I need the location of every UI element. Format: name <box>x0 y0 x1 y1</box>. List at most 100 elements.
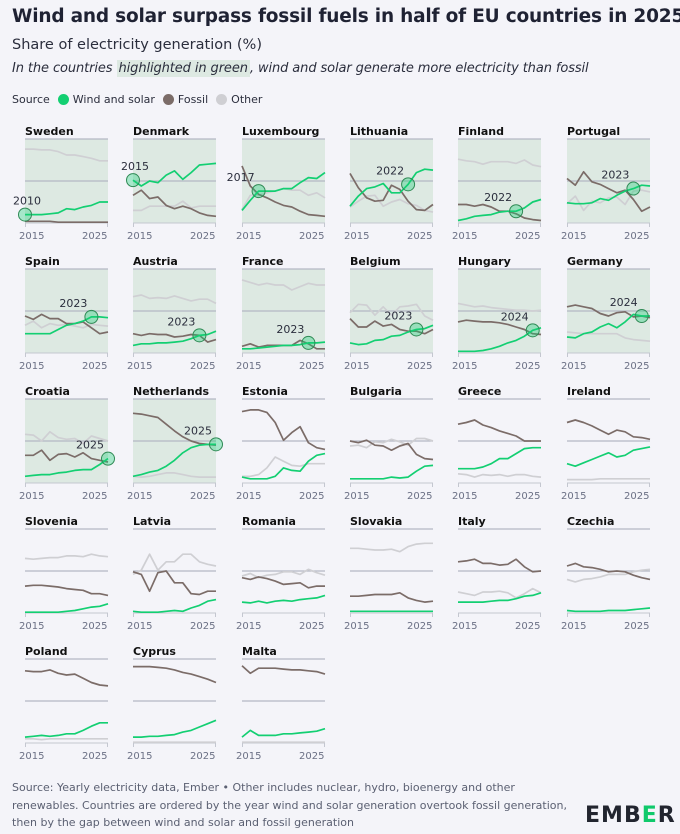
x-tick-label-end: 2025 <box>299 491 325 502</box>
fossil-line <box>566 304 651 319</box>
x-tick-label-start: 2015 <box>127 621 153 632</box>
wind-solar-line <box>25 201 108 216</box>
country-chart <box>24 528 109 617</box>
country-panel: Belgium 2023 2015 2025 <box>344 255 450 380</box>
country-chart <box>133 658 217 747</box>
wind-solar-line <box>24 457 109 478</box>
crossover-marker <box>634 309 649 324</box>
x-tick-label-end: 2025 <box>299 361 325 372</box>
country-title: Sweden <box>25 125 74 138</box>
wind-solar-line <box>349 324 434 346</box>
fossil-line <box>566 562 651 581</box>
crossover-marker <box>401 177 416 192</box>
country-panel: France 2023 2015 2025 <box>236 255 342 380</box>
logo-letter: M <box>601 803 624 828</box>
fossil-line <box>241 665 326 675</box>
ember-logo: EMBER <box>585 803 676 828</box>
country-panel: Czechia 2015 2025 <box>561 515 667 640</box>
x-tick-label-start: 2015 <box>236 231 262 242</box>
country-title: Belgium <box>350 255 401 268</box>
crossover-year-label: 2017 <box>227 171 255 184</box>
country-title: Austria <box>133 255 178 268</box>
x-tick-label-start: 2015 <box>452 491 478 502</box>
wind-solar-line <box>457 198 542 222</box>
crossover-year-label: 2025 <box>76 439 104 452</box>
country-panel: Latvia 2015 2025 <box>127 515 233 640</box>
country-panel: Croatia 2025 2015 2025 <box>19 385 125 510</box>
other-line <box>349 437 434 449</box>
country-panel: Poland 2015 2025 <box>19 645 125 770</box>
country-chart: 2024 <box>457 268 542 357</box>
other-line <box>457 587 542 599</box>
x-tick-label-end: 2025 <box>190 621 216 632</box>
crossover-year-label: 2022 <box>484 191 512 204</box>
fossil-line <box>132 189 217 218</box>
wind-solar-line <box>133 719 217 738</box>
legend: Source Wind and solar Fossil Other <box>12 93 262 106</box>
country-title: Hungary <box>458 255 511 268</box>
x-tick-label-start: 2015 <box>127 361 153 372</box>
wind-solar-line <box>241 594 326 604</box>
other-line <box>350 542 433 553</box>
legend-item-wind-solar: Wind and solar <box>72 93 155 106</box>
other-line <box>566 331 651 343</box>
crossover-year-label: 2022 <box>376 164 404 177</box>
x-tick-label-end: 2025 <box>190 491 216 502</box>
wind-solar-line <box>241 452 326 480</box>
crossover-year-label: 2025 <box>184 424 212 437</box>
country-title: Slovenia <box>25 515 78 528</box>
country-title: Italy <box>458 515 486 528</box>
x-tick-label-start: 2015 <box>561 231 587 242</box>
country-panel: Finland 2022 2015 2025 <box>452 125 558 250</box>
wind-solar-line <box>458 591 542 603</box>
wind-solar-line <box>25 316 109 335</box>
country-chart: 2023 <box>566 138 651 227</box>
country-panel: Bulgaria 2015 2025 <box>344 385 450 510</box>
country-title: Bulgaria <box>350 385 402 398</box>
wind-solar-line <box>566 446 651 468</box>
x-tick-label-start: 2015 <box>236 751 262 762</box>
country-title: Croatia <box>25 385 70 398</box>
x-tick-label-start: 2015 <box>452 231 478 242</box>
fossil-line <box>24 313 109 335</box>
other-line <box>567 477 650 481</box>
wind-solar-line <box>566 184 651 205</box>
legend-other-dot-icon <box>216 94 228 105</box>
x-tick-label-end: 2025 <box>624 231 650 242</box>
country-chart: 2010 <box>13 138 108 227</box>
country-title: Luxembourg <box>242 125 320 138</box>
logo-letter: R <box>657 803 676 828</box>
crossover-year-label: 2024 <box>610 296 638 309</box>
fossil-line <box>349 439 434 461</box>
country-panel: Portugal 2023 2015 2025 <box>561 125 667 250</box>
country-panel: Italy 2015 2025 <box>452 515 558 640</box>
crossover-marker <box>101 451 115 466</box>
crossover-year-label: 2023 <box>167 315 195 328</box>
other-line <box>133 200 216 212</box>
wind-solar-line <box>566 607 651 613</box>
legend-item-fossil: Fossil <box>177 93 209 106</box>
fossil-line <box>24 584 109 597</box>
country-chart: 2015 <box>121 138 217 227</box>
x-tick-label-end: 2025 <box>82 361 108 372</box>
country-chart: 2017 <box>227 138 326 227</box>
country-chart: 2022 <box>349 138 434 227</box>
source-note: Source: Yearly electricity data, Ember •… <box>12 781 567 829</box>
crossover-year-label: 2010 <box>13 195 41 208</box>
fossil-line <box>132 412 217 447</box>
x-tick-label-end: 2025 <box>407 361 433 372</box>
wind-solar-line <box>25 602 109 614</box>
country-title: Finland <box>458 125 505 138</box>
country-panel: Cyprus 2015 2025 <box>127 645 233 770</box>
x-tick-label-start: 2015 <box>19 361 45 372</box>
crossover-marker <box>192 328 207 343</box>
country-title: Romania <box>242 515 296 528</box>
fossil-line <box>132 332 217 343</box>
country-panel: Hungary 2024 2015 2025 <box>452 255 558 380</box>
wind-solar-line <box>241 171 326 211</box>
crossover-marker <box>126 173 140 188</box>
chart-title: Wind and solar surpass fossil fuels in h… <box>12 6 680 27</box>
wind-solar-line <box>132 443 216 478</box>
x-tick-label-end: 2025 <box>82 231 108 242</box>
x-tick-label-end: 2025 <box>407 621 433 632</box>
